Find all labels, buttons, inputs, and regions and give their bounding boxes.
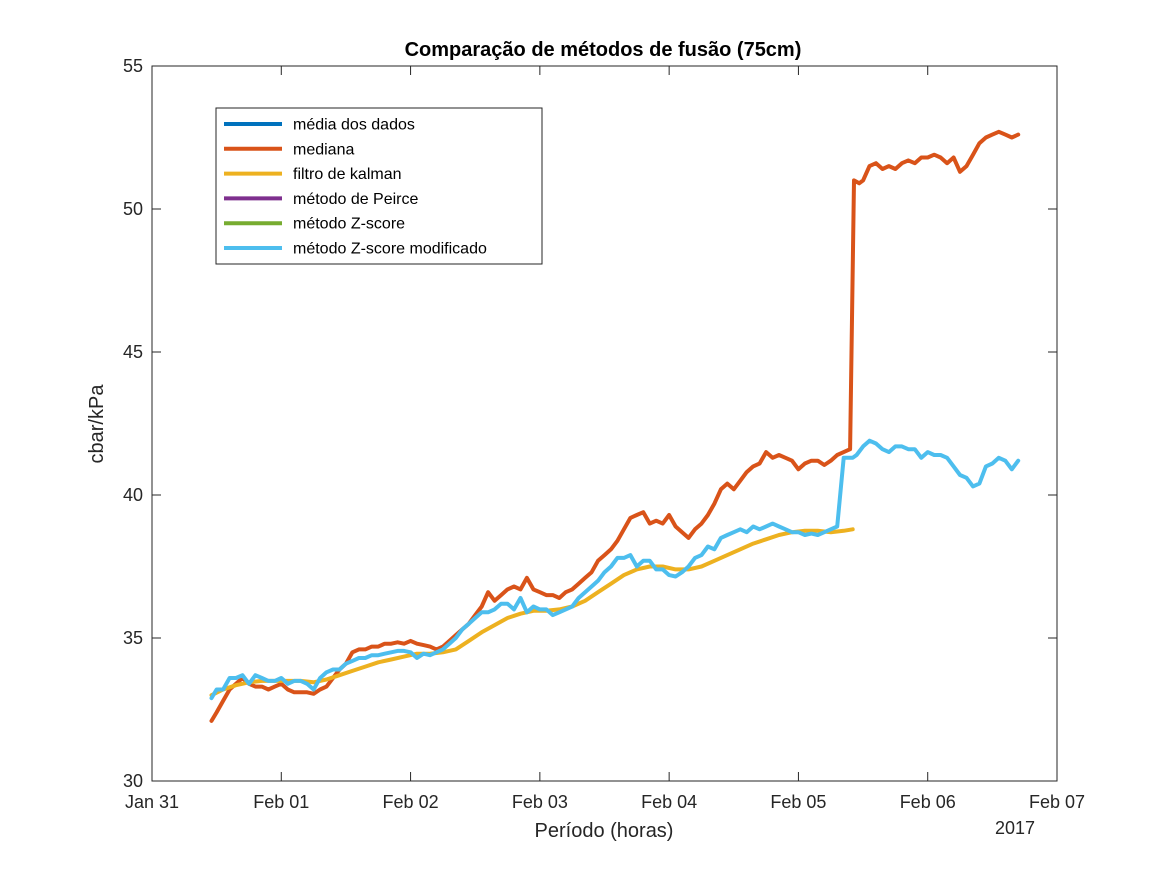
y-axis-label: cbar/kPa <box>86 384 108 464</box>
x-tick-label: Feb 04 <box>641 792 697 812</box>
x-axis-ticks: Jan 31 Feb 01 Feb 02 Feb 03 Feb 04 Feb 05 Feb … <box>125 66 1085 812</box>
series-line-5 <box>209 438 1021 701</box>
x-tick-label: Jan 31 <box>125 792 179 812</box>
y-axis-ticks: 30 35 40 45 50 55 <box>123 56 1057 791</box>
legend-label: mediana <box>293 141 354 158</box>
x-tick-label: Feb 05 <box>770 792 826 812</box>
y-tick-label: 50 <box>123 199 143 219</box>
y-tick-label: 40 <box>123 485 143 505</box>
x-axis-year-label: 2017 <box>995 818 1035 838</box>
x-tick-label: Feb 07 <box>1029 792 1085 812</box>
chart-title: Comparação de métodos de fusão (75cm) <box>405 39 802 61</box>
y-tick-label: 35 <box>123 628 143 648</box>
y-tick-label: 30 <box>123 771 143 791</box>
series-lines <box>209 129 1021 723</box>
legend-label: média dos dados <box>293 117 415 134</box>
x-axis-label: Período (horas) <box>535 820 674 842</box>
y-tick-label: 55 <box>123 56 143 76</box>
x-tick-label: Feb 01 <box>253 792 309 812</box>
legend-label: método de Peirce <box>293 191 419 208</box>
legend-label: método Z-score <box>293 216 405 233</box>
legend: média dos dados mediana filtro de kalman mé… <box>215 107 543 265</box>
legend-box <box>215 107 543 265</box>
y-tick-label: 45 <box>123 342 143 362</box>
x-tick-label: Feb 02 <box>383 792 439 812</box>
x-tick-label: Feb 03 <box>512 792 568 812</box>
legend-label: filtro de kalman <box>293 166 402 183</box>
legend-label: método Z-score modificado <box>293 241 487 258</box>
x-tick-label: Feb 06 <box>900 792 956 812</box>
